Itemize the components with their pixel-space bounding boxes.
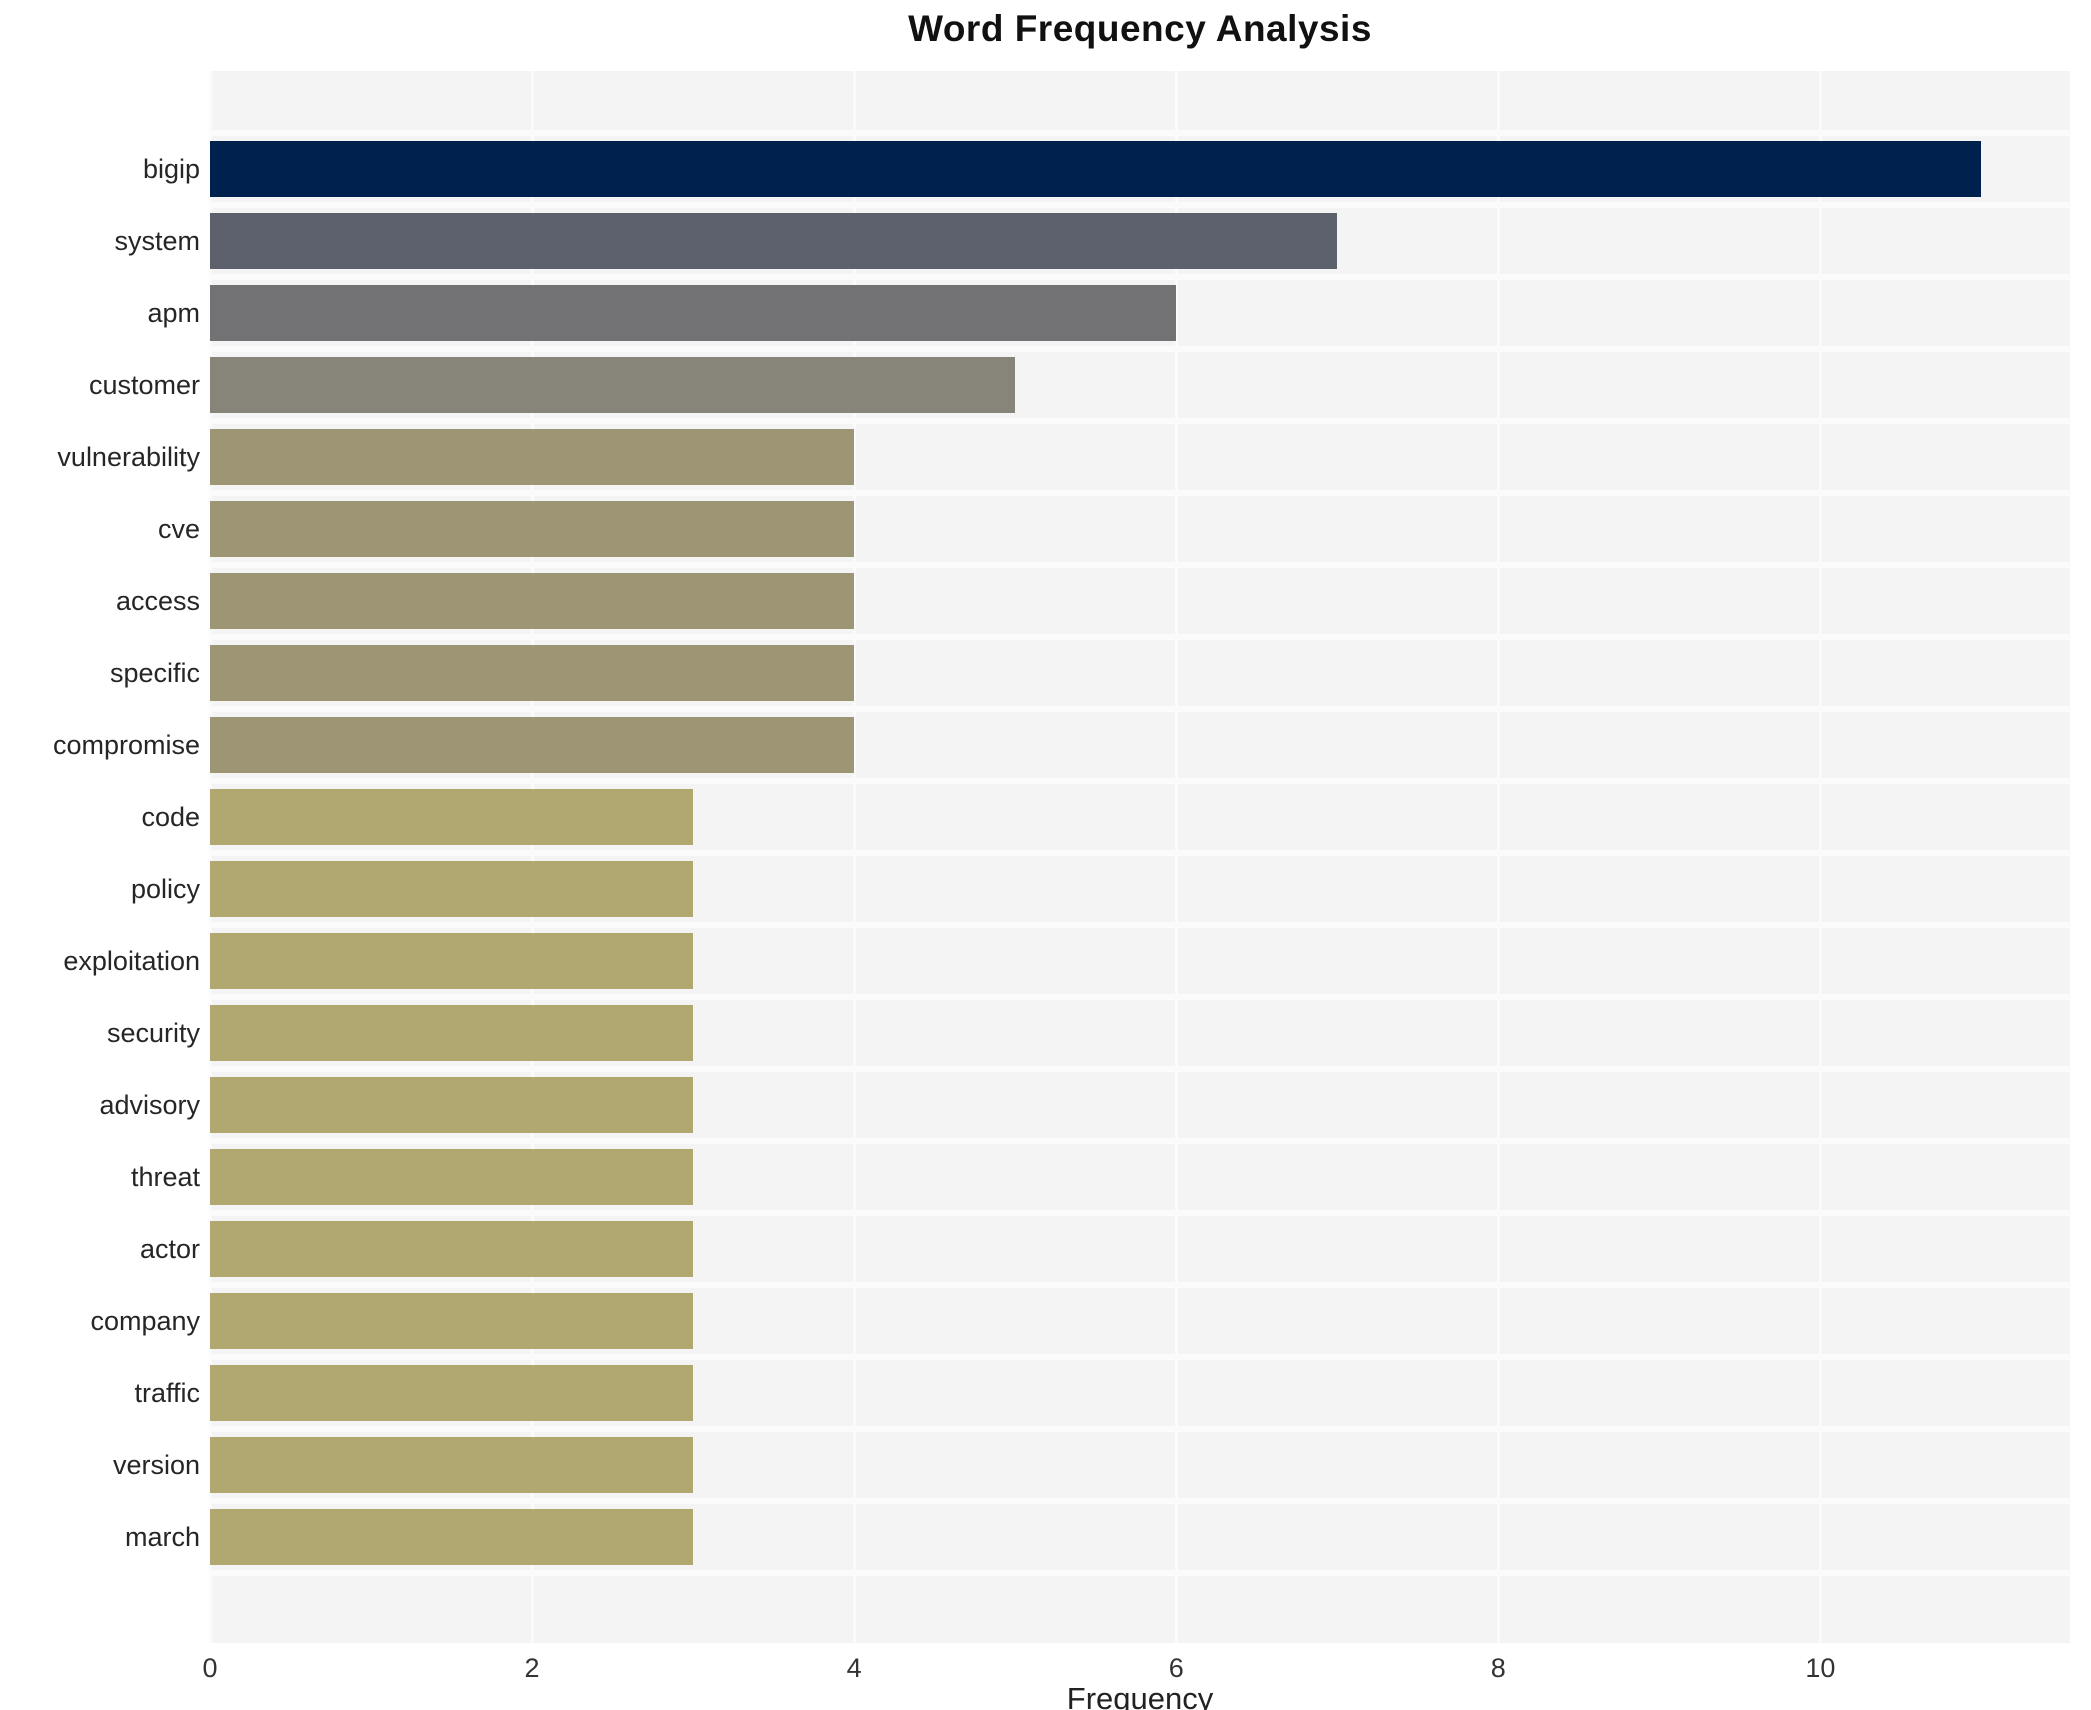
chart-title: Word Frequency Analysis bbox=[908, 8, 1372, 49]
bar-cve bbox=[210, 501, 855, 557]
category-label-traffic: traffic bbox=[134, 1378, 200, 1408]
category-label-code: code bbox=[141, 802, 200, 832]
bar-bigip bbox=[210, 141, 1982, 197]
horizontal-gridline bbox=[210, 490, 2070, 496]
bar-policy bbox=[210, 861, 694, 917]
bar-exploitation bbox=[210, 933, 694, 989]
bar-apm bbox=[210, 285, 1177, 341]
horizontal-gridline bbox=[210, 202, 2070, 208]
category-label-system: system bbox=[114, 226, 200, 256]
horizontal-gridline bbox=[210, 562, 2070, 568]
x-tick-label-8: 8 bbox=[1490, 1653, 1506, 1683]
horizontal-gridline bbox=[210, 1282, 2070, 1288]
x-tick-label-0: 0 bbox=[202, 1653, 218, 1683]
x-tick-label-4: 4 bbox=[846, 1653, 862, 1683]
category-label-policy: policy bbox=[130, 874, 200, 904]
category-label-version: version bbox=[112, 1450, 200, 1480]
vertical-gridline bbox=[209, 71, 212, 1643]
bar-specific bbox=[210, 645, 855, 701]
vertical-gridline bbox=[1175, 71, 1179, 1643]
bar-vulnerability bbox=[210, 429, 855, 485]
horizontal-gridline bbox=[210, 1210, 2070, 1216]
category-label-access: access bbox=[115, 586, 200, 616]
bar-actor bbox=[210, 1221, 694, 1277]
horizontal-gridline bbox=[210, 1570, 2070, 1576]
horizontal-gridline bbox=[210, 922, 2070, 928]
vertical-gridline bbox=[853, 71, 857, 1643]
category-label-actor: actor bbox=[139, 1234, 200, 1264]
bar-security bbox=[210, 1005, 694, 1061]
category-label-company: company bbox=[90, 1306, 200, 1336]
bar-company bbox=[210, 1293, 694, 1349]
horizontal-gridline bbox=[210, 634, 2070, 640]
bar-system bbox=[210, 213, 1338, 269]
horizontal-gridline bbox=[210, 1354, 2070, 1360]
bar-march bbox=[210, 1509, 694, 1565]
horizontal-gridline bbox=[210, 706, 2070, 712]
category-label-cve: cve bbox=[157, 514, 200, 544]
bar-compromise bbox=[210, 717, 855, 773]
bar-code bbox=[210, 789, 694, 845]
horizontal-gridline bbox=[210, 274, 2070, 280]
bar-threat bbox=[210, 1149, 694, 1205]
category-label-apm: apm bbox=[147, 298, 200, 328]
x-tick-label-2: 2 bbox=[524, 1653, 540, 1683]
category-label-security: security bbox=[106, 1018, 200, 1048]
horizontal-gridline bbox=[210, 850, 2070, 856]
category-label-march: march bbox=[124, 1522, 200, 1552]
x-tick-label-6: 6 bbox=[1168, 1653, 1184, 1683]
horizontal-gridline bbox=[210, 1138, 2070, 1144]
horizontal-gridline bbox=[210, 994, 2070, 1000]
vertical-gridline bbox=[531, 71, 535, 1643]
category-label-customer: customer bbox=[88, 370, 200, 400]
bar-access bbox=[210, 573, 855, 629]
horizontal-gridline bbox=[210, 346, 2070, 352]
category-label-bigip: bigip bbox=[142, 154, 200, 184]
category-label-specific: specific bbox=[109, 658, 200, 688]
bar-advisory bbox=[210, 1077, 694, 1133]
x-axis-title: Frequency bbox=[1066, 1681, 1214, 1710]
horizontal-gridline bbox=[210, 130, 2070, 136]
horizontal-gridline bbox=[210, 1066, 2070, 1072]
horizontal-gridline bbox=[210, 1426, 2070, 1432]
category-label-vulnerability: vulnerability bbox=[57, 442, 200, 472]
vertical-gridline bbox=[1497, 71, 1501, 1643]
x-tick-label-10: 10 bbox=[1805, 1653, 1836, 1683]
horizontal-gridline bbox=[210, 1498, 2070, 1504]
horizontal-gridline bbox=[210, 778, 2070, 784]
category-label-compromise: compromise bbox=[52, 730, 200, 760]
bar-customer bbox=[210, 357, 1016, 413]
bar-version bbox=[210, 1437, 694, 1493]
horizontal-gridline bbox=[210, 418, 2070, 424]
category-label-advisory: advisory bbox=[99, 1090, 200, 1120]
category-label-threat: threat bbox=[130, 1162, 200, 1192]
plot-area bbox=[209, 71, 2070, 1643]
category-label-exploitation: exploitation bbox=[63, 946, 200, 976]
bar-traffic bbox=[210, 1365, 694, 1421]
vertical-gridline bbox=[1819, 71, 1823, 1643]
